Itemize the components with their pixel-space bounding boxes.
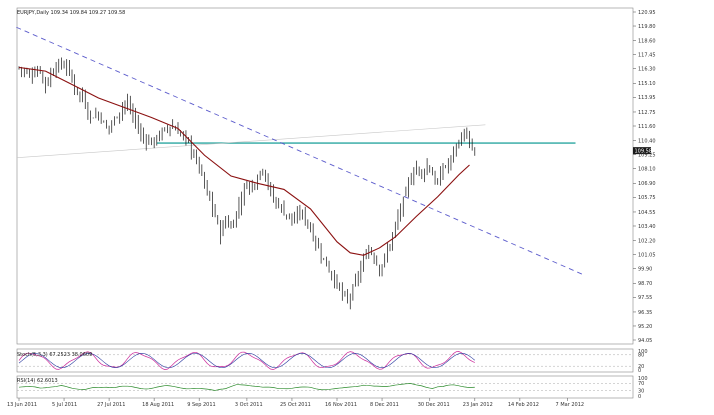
- x-axis-tick-label: 3 Oct 2011: [235, 402, 263, 408]
- y-axis-tick-label: 96.35: [638, 310, 652, 316]
- x-axis-tick-label: 23 Jan 2012: [463, 402, 493, 408]
- y-axis-tick-label: 109.25: [638, 152, 656, 158]
- x-axis-tick-label: 18 Aug 2011: [142, 402, 174, 408]
- y-axis-tick-label: 101.05: [638, 252, 656, 258]
- y-axis-tick-label: 111.60: [638, 124, 656, 130]
- x-axis-tick-label: 27 Jul 2011: [97, 402, 125, 408]
- indicator-tick-label: 80: [638, 353, 644, 359]
- moving-average-line: [18, 66, 470, 256]
- x-axis-tick-label: 16 Nov 2011: [325, 402, 357, 408]
- y-axis-tick-label: 117.45: [638, 52, 656, 58]
- x-axis-tick-label: 30 Dec 2011: [418, 402, 450, 408]
- y-axis-tick-label: 108.10: [638, 166, 656, 172]
- y-axis-tick-label: 120.95: [638, 10, 656, 16]
- indicator-tick-label: 100: [638, 349, 648, 355]
- y-axis-tick-label: 106.90: [638, 181, 656, 187]
- current-price-label: 109.58: [635, 148, 653, 154]
- y-axis-tick-label: 103.40: [638, 224, 656, 230]
- main-pane-frame: [16, 7, 634, 345]
- indicator-tick-label: 0: [638, 368, 641, 374]
- x-axis-tick-label: 8 Dec 2011: [370, 402, 399, 408]
- indicator-tick-label: 0: [638, 394, 641, 400]
- x-axis-tick-label: 14 Feb 2012: [508, 402, 539, 408]
- stoch-signal-line: [18, 352, 475, 369]
- indicator-tick-label: 100: [638, 376, 648, 382]
- y-axis-tick-label: 116.30: [638, 66, 656, 72]
- rsi-pane-frame: [16, 375, 634, 399]
- y-axis-tick-label: 95.20: [638, 324, 652, 330]
- price-axis: 120.95 119.80 118.60 117.45 116.30 115.10 113.…: [633, 10, 656, 344]
- y-axis-tick-label: 105.75: [638, 195, 656, 201]
- y-axis-tick-label: 104.55: [638, 210, 656, 216]
- x-axis-tick-label: 7 Mar 2012: [556, 402, 585, 408]
- y-axis-tick-label: 110.40: [638, 138, 656, 144]
- indicator-tick-label: 20: [638, 364, 644, 370]
- y-axis-tick-label: 102.20: [638, 238, 656, 244]
- x-axis-tick-label: 5 Jul 2011: [52, 402, 77, 408]
- date-axis: 13 Jun 2011 5 Jul 2011 27 Jul 2011 18 Aug 2…: [7, 398, 584, 408]
- y-axis-tick-label: 113.95: [638, 95, 656, 101]
- indicator-tick-label: 70: [638, 381, 644, 387]
- channel-line: [16, 124, 486, 159]
- y-axis-tick-label: 119.80: [638, 24, 656, 30]
- rsi-title: RSI(14) 62.6013: [17, 378, 58, 384]
- y-axis-tick-label: 112.75: [638, 110, 656, 116]
- y-axis-tick-label: 115.10: [638, 81, 656, 87]
- main-price-pane: 109.58: [16, 7, 653, 345]
- chart-title: EURJPY,Daily 109.34 109.84 109.27 109.58: [17, 10, 125, 16]
- stoch-title: Stoch(5,3,3) 67.2523 38.0609: [17, 352, 92, 358]
- x-axis-tick-label: 13 Jun 2011: [7, 402, 37, 408]
- indicator-tick-label: 30: [638, 388, 644, 394]
- current-price-tag: [633, 147, 651, 155]
- y-axis-tick-label: 98.70: [638, 281, 652, 287]
- rsi-line: [18, 383, 475, 391]
- y-axis-tick-label: 97.55: [638, 295, 652, 301]
- y-axis-tick-label: 94.05: [638, 338, 652, 344]
- trendline: [16, 26, 584, 276]
- x-axis-tick-label: 25 Oct 2011: [280, 402, 311, 408]
- x-axis-tick-label: 9 Sep 2011: [187, 402, 216, 408]
- y-axis-tick-label: 99.90: [638, 266, 652, 272]
- y-axis-tick-label: 118.60: [638, 38, 656, 44]
- stoch-pane-frame: [16, 348, 634, 373]
